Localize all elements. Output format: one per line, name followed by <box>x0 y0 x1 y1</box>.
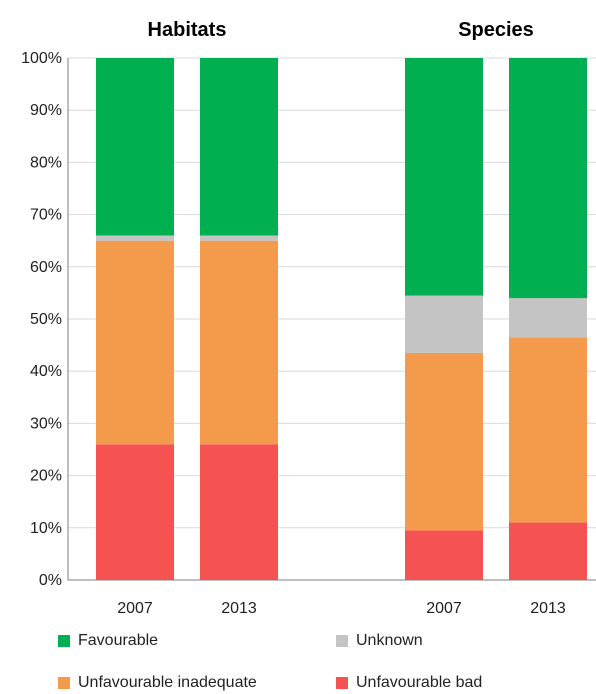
bar-segment-unfavourable-inadequate <box>200 240 278 445</box>
bar-segment-unfavourable-bad <box>509 522 587 580</box>
bar-segment-unfavourable-inadequate <box>509 337 587 523</box>
x-tick-label: 2007 <box>426 600 462 617</box>
legend-label-favourable: Favourable <box>78 632 159 649</box>
bar-segment-favourable <box>200 58 278 236</box>
legend-swatch-unfavourable-inadequate <box>58 677 70 689</box>
y-tick-label: 40% <box>30 363 62 380</box>
bar-segment-unfavourable-bad <box>200 444 278 580</box>
y-tick-label: 0% <box>39 572 62 589</box>
bar-segment-unknown <box>200 235 278 241</box>
panel-title: Species <box>458 19 534 41</box>
bar-segment-unfavourable-inadequate <box>96 240 174 445</box>
bar-segment-unknown <box>405 295 483 353</box>
legend-item-unfavourable-bad: Unfavourable bad <box>336 674 482 692</box>
y-tick-label: 50% <box>30 311 62 328</box>
bar-segment-unfavourable-inadequate <box>405 352 483 531</box>
y-tick-label: 70% <box>30 207 62 224</box>
bar-segment-unknown <box>96 235 174 241</box>
x-tick-label: 2013 <box>221 600 257 617</box>
legend-swatch-unknown <box>336 635 348 647</box>
y-tick-label: 100% <box>21 50 62 67</box>
legend-label-unfavourable-inadequate: Unfavourable inadequate <box>78 674 257 691</box>
legend-swatch-favourable <box>58 635 70 647</box>
legend-item-favourable: Favourable <box>58 632 158 650</box>
x-tick-label: 2013 <box>530 600 566 617</box>
bar-segment-favourable <box>509 58 587 299</box>
bar-segment-unfavourable-bad <box>96 444 174 580</box>
y-tick-label: 60% <box>30 259 62 276</box>
legend-label-unknown: Unknown <box>356 632 423 649</box>
panel-title: Habitats <box>148 19 227 41</box>
bar-segment-unknown <box>509 298 587 338</box>
y-tick-label: 90% <box>30 102 62 119</box>
x-axis: 2007 2013 2007 2013 <box>68 579 596 617</box>
legend-item-unknown: Unknown <box>336 632 423 650</box>
y-tick-label: 30% <box>30 415 62 432</box>
legend-item-unfavourable-inadequate: Unfavourable inadequate <box>58 674 257 692</box>
legend-label-unfavourable-bad: Unfavourable bad <box>356 674 483 691</box>
bar-segment-favourable <box>96 58 174 236</box>
stacked-bar-chart: 0%10%20%30%40%50%60%70%80%90%100% 2007 20… <box>21 19 596 617</box>
y-tick-label: 20% <box>30 468 62 485</box>
legend-swatch-unfavourable-bad <box>336 677 348 689</box>
bar-segment-unfavourable-bad <box>405 530 483 580</box>
legend: Favourable Unknown Unfavourable inadequa… <box>0 620 596 694</box>
bar-segment-favourable <box>405 58 483 296</box>
y-axis: 0% 10% 20% 30% 40% 50% 60% 70% 80% 90% 100% <box>21 50 69 589</box>
y-tick-label: 10% <box>30 520 62 537</box>
panel-titles: Habitats Species <box>148 19 534 41</box>
y-tick-label: 80% <box>30 154 62 171</box>
x-tick-label: 2007 <box>117 600 153 617</box>
bars <box>96 58 587 580</box>
